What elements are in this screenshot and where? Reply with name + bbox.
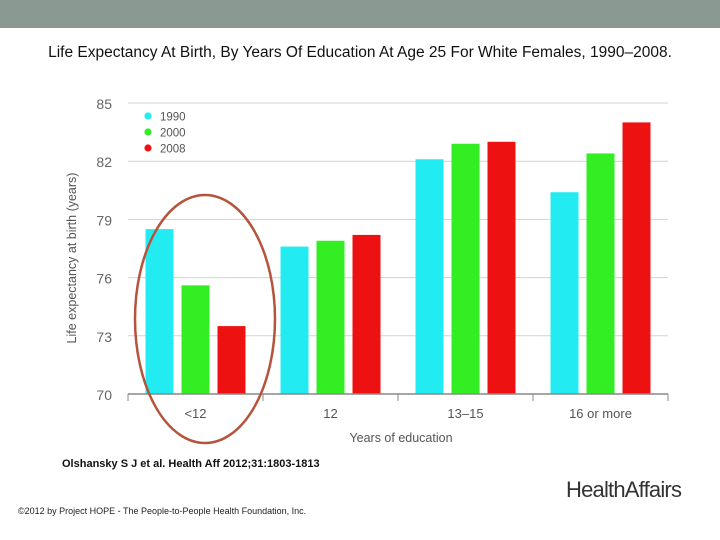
bar-2008: [487, 141, 516, 394]
x-tick-label: 12: [323, 406, 337, 421]
bar-2000: [586, 153, 615, 394]
y-tick-label: 73: [96, 329, 112, 345]
legend-marker-2000: [144, 128, 152, 136]
highlight-ellipse: [133, 193, 277, 445]
bar-2008: [352, 234, 381, 394]
bar-1990: [145, 229, 174, 394]
chart: 70 73 76 79 82 85 <12 12 13–15 16 or more 1990 200…: [65, 96, 669, 445]
legend-marker-2008: [144, 144, 152, 152]
bar-1990: [280, 246, 309, 394]
bar-1990: [550, 192, 579, 394]
health-affairs-logo: HealthAffairs: [566, 477, 682, 502]
citation: Olshansky S J et al. Health Aff 2012;31:…: [62, 458, 320, 470]
chart-axes: 70 73 76 79 82 85 <12 12 13–15 16 or more: [96, 96, 669, 421]
bar-1990: [415, 159, 444, 394]
y-tick-label: 76: [96, 271, 112, 287]
bar-2000: [451, 143, 480, 394]
legend-label-2008: 2008: [160, 144, 186, 156]
x-tick-label: 16 or more: [569, 406, 632, 421]
bar-2000: [181, 285, 210, 394]
y-tick-label: 79: [96, 212, 112, 228]
y-axis-title: Life expectancy at birth (years): [65, 173, 79, 344]
y-tick-label: 70: [96, 387, 112, 403]
y-tick-label: 82: [96, 154, 112, 170]
x-axis-title: Years of education: [349, 431, 452, 445]
chart-legend: 1990 2000 2008: [144, 112, 186, 156]
copyright: ©2012 by Project HOPE - The People-to-Pe…: [18, 506, 307, 516]
y-tick-label: 85: [96, 96, 112, 112]
slide-title: Life Expectancy At Birth, By Years Of Ed…: [48, 44, 672, 61]
bar-2008: [217, 326, 246, 394]
legend-marker-1990: [144, 112, 152, 120]
bar-2000: [316, 240, 345, 394]
x-tick-label: <12: [184, 406, 206, 421]
chart-bars: [145, 122, 651, 395]
legend-label-1990: 1990: [160, 112, 186, 124]
bar-2008: [622, 122, 651, 395]
x-tick-label: 13–15: [447, 406, 483, 421]
top-bar: [0, 0, 720, 28]
legend-label-2000: 2000: [160, 128, 186, 140]
